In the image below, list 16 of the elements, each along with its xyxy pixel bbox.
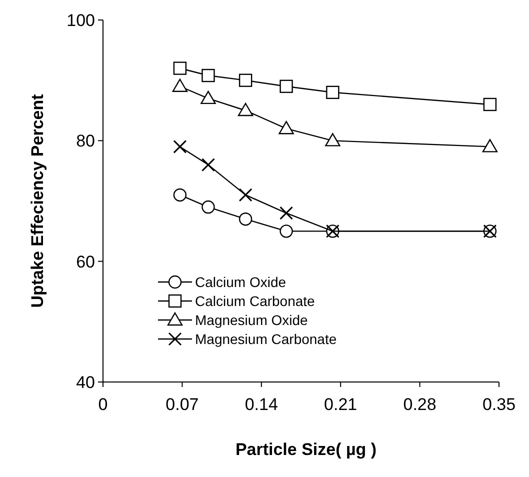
x-axis-title: Particle Size( µg ) <box>235 440 377 459</box>
x-tick-label: 0.35 <box>482 395 516 414</box>
y-axis-title: Uptake Effeciency Percent <box>28 94 47 308</box>
x-tick-label: 0.28 <box>403 395 436 414</box>
x-tick-label: 0.07 <box>166 395 199 414</box>
y-tick-label: 100 <box>66 10 95 30</box>
y-tick-label: 80 <box>76 132 95 151</box>
x-tick-label: 0 <box>98 395 108 414</box>
legend-label: Calcium Oxide <box>195 274 286 290</box>
x-tick-label: 0.14 <box>244 395 278 414</box>
legend-label: Calcium Carbonate <box>195 292 316 309</box>
legend-label: Magnesium Oxide <box>195 312 308 328</box>
y-tick-label: 60 <box>76 252 95 272</box>
x-tick-label: 0.21 <box>324 395 358 414</box>
legend-label: Magnesium Carbonate <box>195 330 337 347</box>
y-tick-label: 40 <box>76 372 95 392</box>
